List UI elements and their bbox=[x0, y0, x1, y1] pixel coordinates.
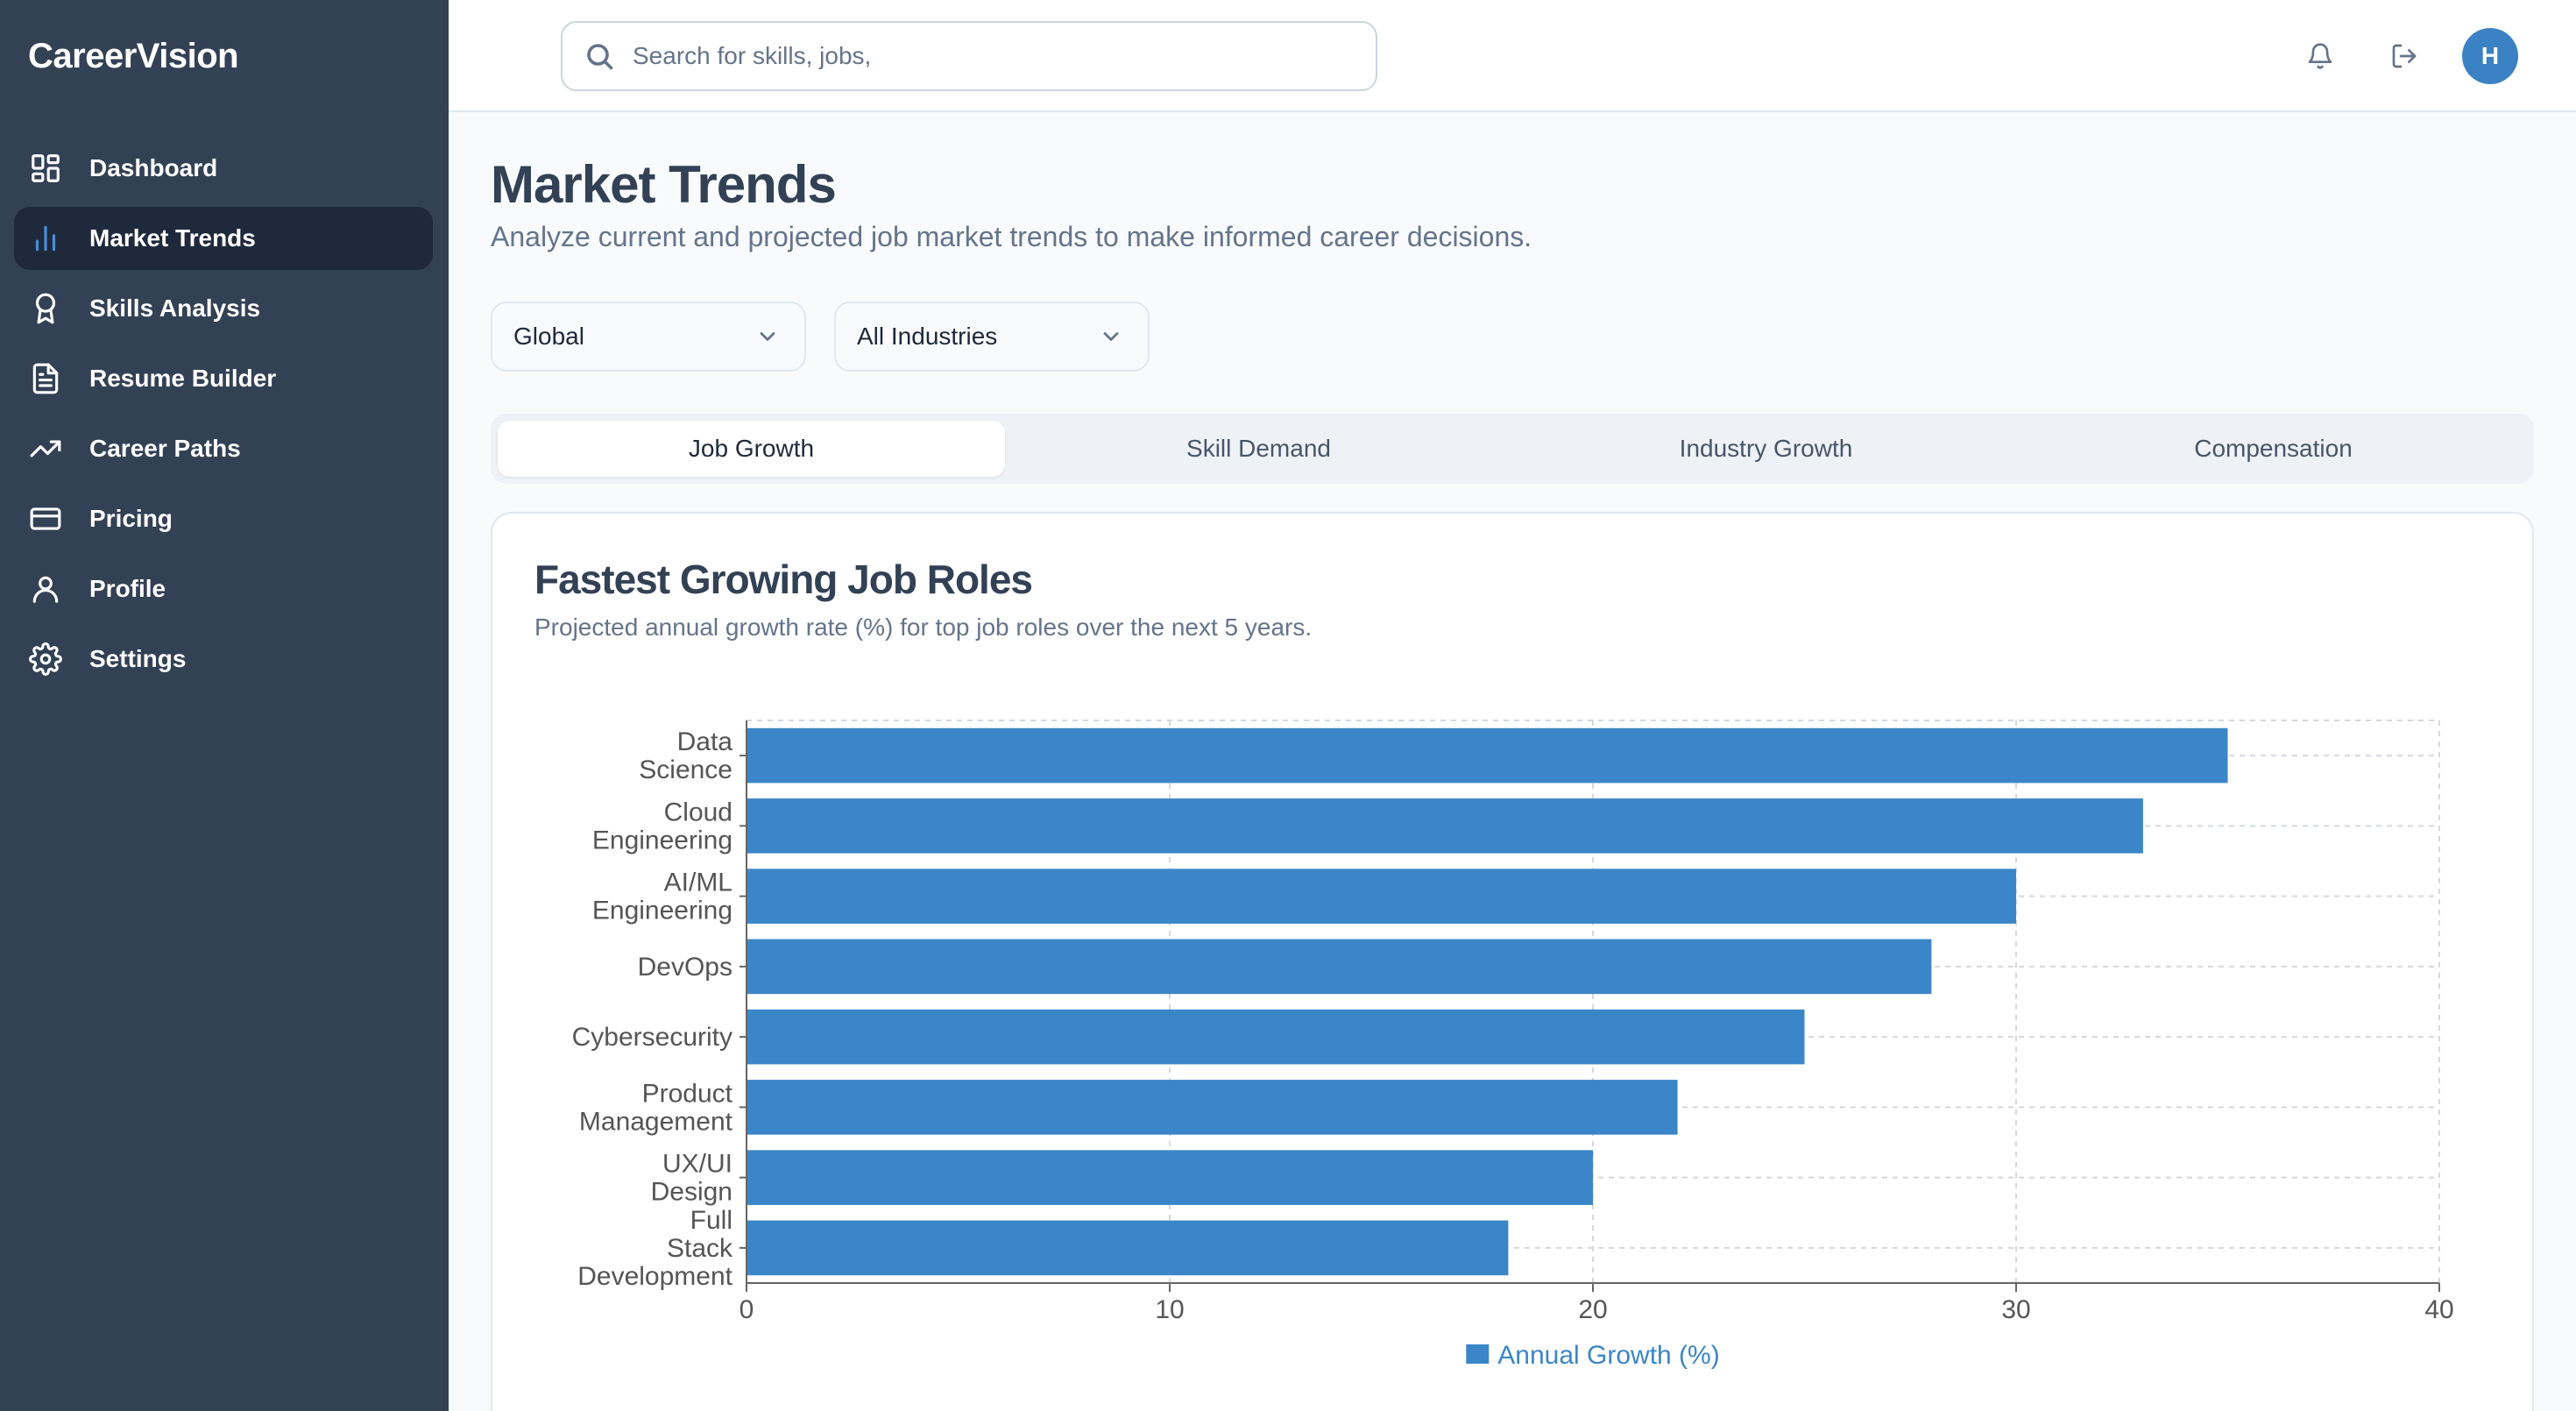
bar-chart-icon bbox=[28, 221, 63, 256]
sidebar-item-dashboard[interactable]: Dashboard bbox=[14, 137, 433, 200]
y-tick-label: Product Management bbox=[579, 1079, 733, 1136]
x-tick-label: 40 bbox=[2424, 1295, 2453, 1324]
trend-tabs: Job Growth Skill Demand Industry Growth … bbox=[491, 414, 2534, 484]
top-bar: H bbox=[449, 0, 2576, 112]
dashboard-icon bbox=[28, 151, 63, 186]
region-select[interactable]: Global bbox=[491, 301, 806, 372]
search-input[interactable] bbox=[633, 42, 948, 70]
chevron-down-icon bbox=[760, 332, 775, 341]
award-icon bbox=[28, 291, 63, 326]
industry-select-value: All Industries bbox=[857, 323, 998, 350]
y-tick-label: Full Stack Development bbox=[577, 1206, 733, 1291]
sidebar-item-label: Market Trends bbox=[89, 224, 256, 252]
region-select-value: Global bbox=[513, 323, 584, 350]
x-tick-label: 20 bbox=[1578, 1295, 1607, 1324]
legend-swatch bbox=[1466, 1344, 1490, 1364]
tab-skill-demand[interactable]: Skill Demand bbox=[1186, 435, 1331, 462]
search-box[interactable] bbox=[561, 21, 1377, 91]
bar bbox=[747, 1150, 1593, 1205]
chevron-down-icon bbox=[1103, 332, 1119, 341]
logout-icon bbox=[2392, 44, 2417, 68]
sidebar-item-settings[interactable]: Settings bbox=[14, 628, 433, 691]
y-tick-label: AI/ML Engineering bbox=[592, 869, 732, 925]
y-tick-label-line: Design bbox=[651, 1178, 732, 1207]
sidebar-item-label: Dashboard bbox=[89, 154, 218, 181]
notifications-button[interactable] bbox=[2301, 37, 2339, 75]
sidebar: CareerVision Dashboard Market Trends Ski… bbox=[0, 0, 449, 1411]
x-tick-label: 10 bbox=[1155, 1295, 1184, 1324]
y-tick-label-line: Development bbox=[577, 1262, 732, 1291]
x-tick-label: 0 bbox=[740, 1295, 754, 1324]
y-tick-label-line: Management bbox=[579, 1107, 733, 1136]
logout-button[interactable] bbox=[2385, 37, 2424, 75]
bar bbox=[747, 869, 2016, 924]
search-icon bbox=[587, 44, 613, 70]
sidebar-item-profile[interactable]: Profile bbox=[14, 557, 433, 620]
y-tick-label-line: Engineering bbox=[592, 826, 732, 854]
legend-label: Annual Growth (%) bbox=[1497, 1341, 1719, 1370]
tab-job-growth[interactable]: Job Growth bbox=[498, 421, 1005, 477]
brand-logo[interactable]: CareerVision bbox=[28, 37, 239, 75]
document-icon bbox=[28, 361, 63, 396]
sidebar-item-resume-builder[interactable]: Resume Builder bbox=[14, 347, 433, 410]
sidebar-item-label: Pricing bbox=[89, 505, 173, 532]
bar bbox=[747, 939, 1932, 995]
y-tick-label-line: Data bbox=[677, 727, 733, 756]
page-title: Market Trends bbox=[491, 155, 837, 214]
sidebar-item-market-trends[interactable]: Market Trends bbox=[14, 207, 433, 270]
sidebar-nav: Dashboard Market Trends Skills Analysis … bbox=[14, 137, 433, 698]
y-tick-label: Data Science bbox=[639, 727, 732, 784]
sidebar-item-label: Skills Analysis bbox=[89, 294, 261, 322]
y-tick-label-line: Product bbox=[642, 1079, 733, 1108]
sidebar-item-pricing[interactable]: Pricing bbox=[14, 487, 433, 550]
y-tick-label-line: Engineering bbox=[592, 897, 732, 925]
sidebar-item-label: Resume Builder bbox=[89, 365, 277, 392]
page-subtitle: Analyze current and projected job market… bbox=[491, 221, 1532, 252]
y-tick-label: Cybersecurity bbox=[572, 1023, 732, 1052]
y-tick-label-line: Stack bbox=[667, 1234, 733, 1263]
tab-compensation[interactable]: Compensation bbox=[2194, 435, 2353, 462]
y-tick-label-line: AI/ML bbox=[664, 869, 732, 897]
y-tick-label: Cloud Engineering bbox=[592, 798, 732, 854]
y-tick-label-line: Cybersecurity bbox=[572, 1023, 732, 1052]
credit-card-icon bbox=[28, 501, 63, 536]
y-tick-label: UX/UI Design bbox=[651, 1150, 732, 1207]
y-tick-label-line: UX/UI bbox=[662, 1150, 732, 1179]
bar bbox=[747, 1080, 1678, 1135]
sidebar-item-label: Settings bbox=[89, 645, 187, 672]
avatar[interactable]: H bbox=[2462, 28, 2518, 84]
y-tick-label-line: DevOps bbox=[638, 953, 732, 982]
y-tick-label-line: Cloud bbox=[664, 798, 732, 826]
bar bbox=[747, 727, 2228, 783]
card-subtitle: Projected annual growth rate (%) for top… bbox=[534, 613, 1313, 641]
x-tick-label: 30 bbox=[2001, 1295, 2030, 1324]
gear-icon bbox=[28, 642, 63, 677]
y-tick-label-line: Science bbox=[639, 755, 732, 784]
bar bbox=[747, 1009, 1805, 1065]
sidebar-item-career-paths[interactable]: Career Paths bbox=[14, 417, 433, 480]
sidebar-item-label: Career Paths bbox=[89, 435, 241, 462]
industry-select[interactable]: All Industries bbox=[834, 301, 1150, 372]
sidebar-item-label: Profile bbox=[89, 575, 166, 602]
bar bbox=[747, 1220, 1509, 1276]
card-title: Fastest Growing Job Roles bbox=[534, 557, 1033, 602]
job-growth-card: 0 10 20 30 40 Data Science Cloud Engineering AI/M… bbox=[491, 512, 2534, 1411]
bar bbox=[747, 798, 2143, 854]
y-tick-label-line: Full bbox=[690, 1206, 732, 1235]
sidebar-item-skills-analysis[interactable]: Skills Analysis bbox=[14, 277, 433, 340]
tab-industry-growth[interactable]: Industry Growth bbox=[1679, 435, 1853, 462]
trending-up-icon bbox=[28, 431, 63, 466]
y-tick-label: DevOps bbox=[638, 953, 732, 982]
bell-icon bbox=[2308, 43, 2332, 69]
user-icon bbox=[28, 571, 63, 606]
